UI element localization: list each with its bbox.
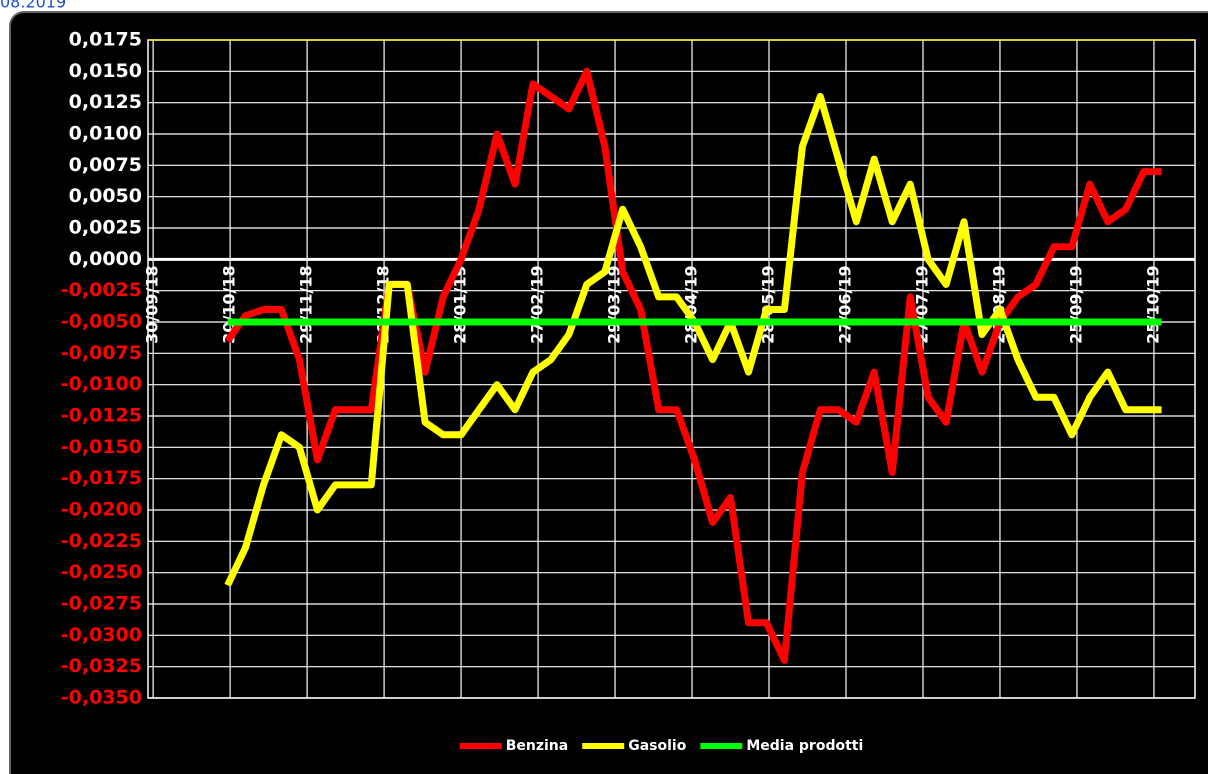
- chart-panel: [9, 11, 1208, 774]
- y-tick-label: 0,0100: [69, 123, 142, 145]
- y-tick-label: -0,0175: [61, 467, 142, 489]
- legend-label: Benzina: [506, 738, 569, 754]
- y-tick-label: -0,0200: [61, 499, 142, 521]
- y-tick-label: 0,0000: [69, 248, 142, 270]
- y-tick-label: 0,0075: [69, 154, 142, 176]
- y-tick-label: 0,0125: [69, 91, 142, 113]
- x-tick-label: 29/11/18: [297, 265, 316, 343]
- y-tick-label: -0,0325: [61, 655, 142, 677]
- y-tick-label: -0,0100: [61, 373, 142, 395]
- y-tick-label: 0,0025: [69, 217, 142, 239]
- y-tick-label: -0,0075: [61, 342, 142, 364]
- legend: Benzina Gasolio Media prodotti: [459, 738, 863, 754]
- y-tick-label: 0,0175: [69, 29, 142, 51]
- y-tick-label: -0,0125: [61, 405, 142, 427]
- y-tick-label: 0,0150: [69, 60, 142, 82]
- y-tick-label: -0,0300: [61, 624, 142, 646]
- y-tick-label: -0,0050: [61, 311, 142, 333]
- y-tick-label: -0,0275: [61, 593, 142, 615]
- x-tick-label: 25/10/19: [1143, 265, 1162, 343]
- legend-label: Gasolio: [628, 738, 686, 754]
- legend-label: Media prodotti: [746, 738, 863, 754]
- x-tick-label: 27/02/19: [528, 265, 547, 343]
- y-tick-label: -0,0250: [61, 561, 142, 583]
- x-tick-label: 30/09/18: [143, 265, 162, 343]
- x-tick-label: 25/09/19: [1066, 265, 1085, 343]
- y-tick-label: 0,0050: [69, 185, 142, 207]
- y-tick-label: -0,0225: [61, 530, 142, 552]
- y-tick-label: -0,0150: [61, 436, 142, 458]
- y-tick-label: -0,0350: [61, 687, 142, 709]
- chart-title: 08.2019: [0, 0, 66, 12]
- x-tick-label: 29/03/19: [605, 265, 624, 343]
- y-tick-label: -0,0025: [61, 279, 142, 301]
- x-tick-label: 27/06/19: [836, 265, 855, 343]
